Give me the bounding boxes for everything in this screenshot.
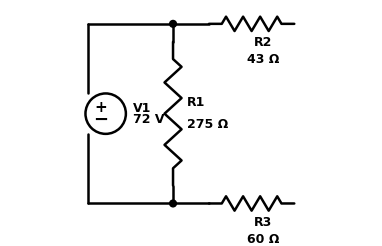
Text: +: + bbox=[94, 100, 107, 115]
Text: R3: R3 bbox=[254, 216, 272, 229]
Text: 43 Ω: 43 Ω bbox=[247, 53, 279, 66]
Circle shape bbox=[170, 20, 176, 27]
Text: 72 V: 72 V bbox=[133, 113, 164, 126]
Circle shape bbox=[170, 200, 176, 207]
Text: V1: V1 bbox=[133, 102, 151, 115]
Text: −: − bbox=[93, 110, 108, 128]
Text: R2: R2 bbox=[254, 36, 272, 49]
Text: 275 Ω: 275 Ω bbox=[186, 118, 228, 131]
Text: R1: R1 bbox=[186, 96, 205, 109]
Text: 60 Ω: 60 Ω bbox=[247, 233, 279, 246]
